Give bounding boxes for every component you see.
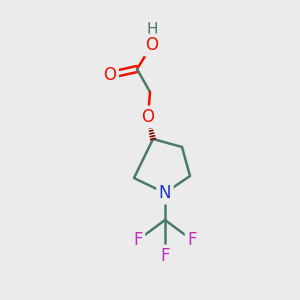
Text: O: O <box>146 36 158 54</box>
Text: F: F <box>160 247 170 265</box>
Text: N: N <box>159 184 171 202</box>
Text: O: O <box>103 66 116 84</box>
Text: H: H <box>146 22 158 37</box>
Text: O: O <box>142 108 154 126</box>
Text: F: F <box>133 231 143 249</box>
Text: F: F <box>187 231 197 249</box>
